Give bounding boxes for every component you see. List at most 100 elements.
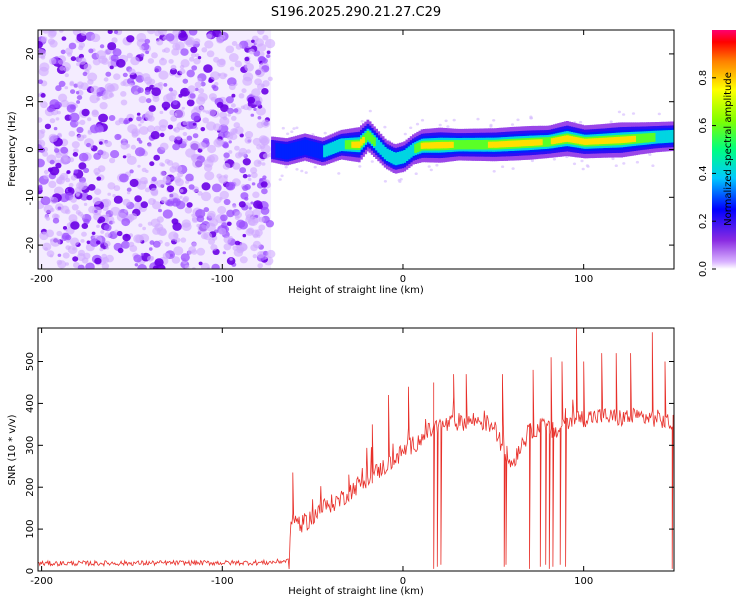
noise-blob (147, 255, 154, 262)
noise-blob (87, 117, 92, 122)
noise-blob (252, 233, 259, 239)
track-cell (524, 139, 528, 147)
noise-blob (58, 59, 64, 65)
noise-blob (150, 218, 161, 228)
track-cell (375, 137, 378, 151)
track-speckle (403, 132, 407, 136)
track-cell (336, 139, 339, 153)
noise-blob (38, 93, 41, 98)
noise-blob (149, 247, 153, 251)
noise-blob (203, 207, 210, 213)
noise-blob (162, 252, 170, 260)
noise-blob (109, 65, 114, 70)
noise-blob (217, 206, 227, 215)
track-cell (611, 137, 615, 144)
noise-blob (261, 188, 268, 195)
noise-blob (185, 173, 194, 182)
noise-blob (147, 143, 152, 148)
track-speckle (501, 165, 505, 168)
noise-blob (99, 102, 108, 110)
track-cell (531, 139, 535, 146)
noise-blob (234, 240, 241, 246)
noise-blob (83, 167, 90, 174)
noise-blob (49, 159, 55, 165)
noise-blob (262, 34, 269, 41)
noise-blob (191, 213, 195, 217)
noise-blob (112, 194, 116, 198)
noise-blob (182, 138, 188, 144)
track-speckle (492, 119, 496, 122)
track-cell (461, 140, 465, 150)
track-cell (572, 136, 576, 143)
noise-blob (197, 224, 208, 234)
noise-blob (113, 30, 119, 34)
track-speckle (398, 180, 402, 183)
snr-frame (37, 327, 675, 572)
noise-blob (96, 224, 100, 228)
noise-blob (79, 119, 86, 126)
y-tick-label: 10 (25, 95, 36, 108)
noise-blob (137, 264, 147, 269)
noise-blob (258, 216, 265, 223)
track-cell (639, 133, 643, 144)
track-cell (451, 141, 454, 148)
noise-blob (257, 263, 264, 269)
noise-blob (59, 30, 64, 33)
noise-blob (225, 181, 236, 191)
noise-blob (38, 66, 49, 77)
noise-blob (42, 231, 47, 236)
noise-blob (96, 176, 102, 181)
noise-blob (46, 250, 55, 258)
track-cell (327, 143, 331, 156)
noise-blob (206, 33, 213, 39)
noise-blob (213, 138, 224, 148)
noise-blob (107, 60, 117, 69)
track-speckle (622, 113, 626, 116)
noise-blob (76, 134, 85, 142)
noise-blob (61, 36, 67, 41)
noise-blob (181, 219, 191, 228)
noise-blob (72, 152, 79, 157)
track-cell (654, 130, 658, 144)
noise-blob (187, 85, 196, 93)
track-cell (600, 137, 604, 145)
noise-blob (111, 220, 116, 224)
track-cell (338, 139, 342, 152)
track-cell (505, 141, 508, 148)
noise-blob (72, 256, 79, 262)
noise-blob (116, 58, 126, 68)
noise-blob (162, 209, 173, 219)
track-cell (377, 139, 381, 153)
track-speckle (313, 165, 317, 169)
noise-blob (89, 238, 100, 247)
noise-blob (172, 222, 182, 231)
noise-blob (50, 237, 61, 247)
track-cell (667, 130, 671, 143)
noise-blob (222, 142, 229, 149)
noise-blob (144, 38, 151, 44)
noise-blob (168, 87, 174, 92)
track-cell (459, 140, 463, 150)
noise-blob (266, 249, 276, 259)
colorbar-label: Normalized spectral amplitude (723, 72, 734, 226)
track-cell (431, 142, 435, 149)
noise-blob (80, 31, 87, 36)
noise-blob (62, 226, 68, 230)
noise-blob (214, 81, 219, 86)
noise-blob (65, 234, 72, 241)
noise-blob (239, 256, 248, 264)
noise-blob (257, 83, 265, 90)
track-speckle (290, 130, 294, 133)
track-cell (494, 141, 498, 148)
noise-blob (223, 243, 232, 251)
track-speckle (476, 117, 480, 121)
noise-blob (150, 187, 159, 196)
track-cell (548, 136, 552, 147)
noise-blob (38, 117, 43, 123)
noise-blob (159, 162, 164, 167)
track-speckle (358, 165, 362, 168)
spectrogram-y-axis: -20 -10 0 10 20 (25, 48, 674, 253)
track-cell (492, 141, 495, 148)
noise-blob (139, 126, 149, 135)
